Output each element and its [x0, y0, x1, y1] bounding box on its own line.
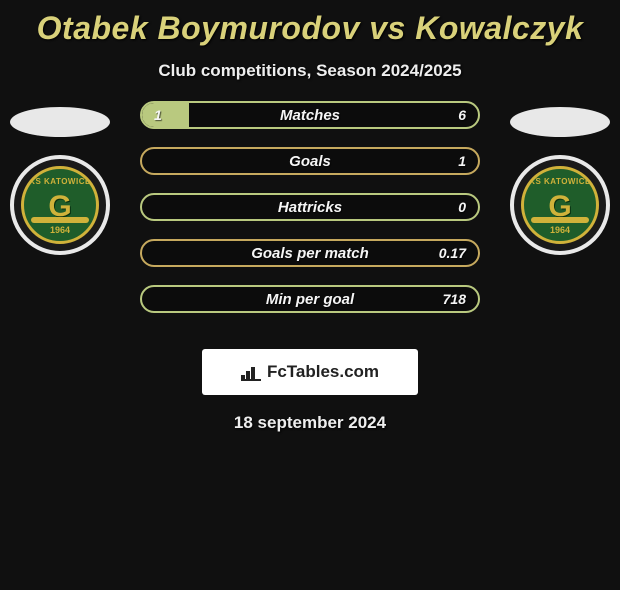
club-crest-left: KS KATOWICE G 1964 — [10, 155, 110, 255]
stat-value-right: 6 — [458, 103, 466, 127]
crest-top-text: KS KATOWICE — [524, 177, 596, 186]
stat-value-right: 718 — [443, 287, 466, 311]
branding-text: FcTables.com — [267, 362, 379, 382]
stat-label: Min per goal — [142, 291, 478, 308]
comparison-arena: KS KATOWICE G 1964 KS KATOWICE G 1964 16… — [0, 101, 620, 331]
crest-wave — [531, 217, 589, 223]
chart-icon — [241, 363, 261, 381]
stat-label: Goals — [142, 153, 478, 170]
crest-wave — [31, 217, 89, 223]
stat-bar: 0.17Goals per match — [140, 239, 480, 267]
date-text: 18 september 2024 — [0, 413, 620, 433]
stat-bar: 1Goals — [140, 147, 480, 175]
stat-value-right: 0.17 — [439, 241, 466, 265]
stat-label: Goals per match — [142, 245, 478, 262]
subtitle: Club competitions, Season 2024/2025 — [0, 61, 620, 81]
stat-bar: 0Hattricks — [140, 193, 480, 221]
crest-year: 1964 — [24, 225, 96, 235]
stat-label: Hattricks — [142, 199, 478, 216]
stat-bar-list: 16Matches1Goals0Hattricks0.17Goals per m… — [140, 101, 480, 331]
page-title: Otabek Boymurodov vs Kowalczyk — [0, 10, 620, 47]
stat-bar: 16Matches — [140, 101, 480, 129]
player-head-right — [510, 107, 610, 137]
player-head-left — [10, 107, 110, 137]
stat-bar: 718Min per goal — [140, 285, 480, 313]
stat-label: Matches — [142, 107, 478, 124]
crest-top-text: KS KATOWICE — [24, 177, 96, 186]
crest-year: 1964 — [524, 225, 596, 235]
stat-value-right: 0 — [458, 195, 466, 219]
stat-bar-fill — [142, 103, 189, 127]
club-crest-right: KS KATOWICE G 1964 — [510, 155, 610, 255]
stat-value-right: 1 — [458, 149, 466, 173]
branding-badge: FcTables.com — [202, 349, 418, 395]
